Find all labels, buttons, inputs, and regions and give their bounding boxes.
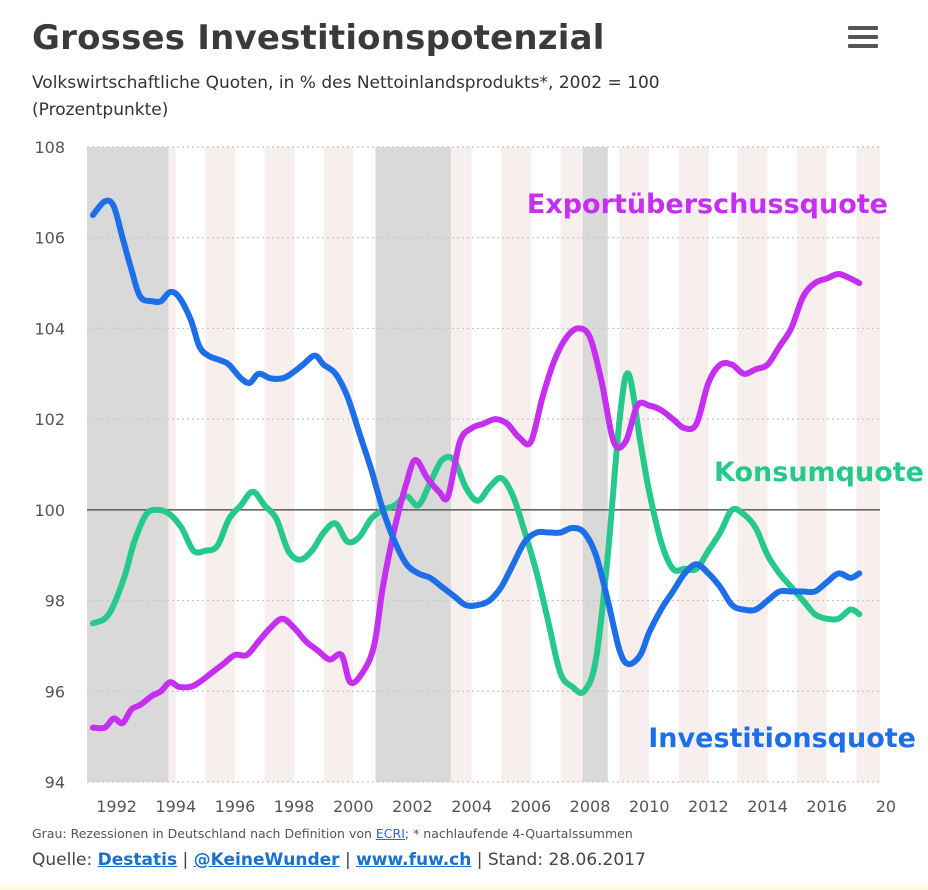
keinewunder-link[interactable]: @KeineWunder — [193, 850, 340, 870]
subtitle-line-2: (Prozentpunkte) — [32, 100, 169, 120]
y-tick-label: 104 — [34, 319, 65, 338]
series-line-konsumquote — [89, 370, 863, 696]
menu-bar — [848, 44, 878, 48]
series-lines — [89, 197, 863, 732]
x-tick-label: 1992 — [96, 797, 137, 816]
y-tick-label: 98 — [45, 592, 65, 611]
x-tick-label: 2006 — [510, 797, 551, 816]
stand-date: Stand: 28.06.2017 — [487, 850, 646, 870]
fuw-link[interactable]: www.fuw.ch — [356, 850, 472, 870]
x-tick-label: 1996 — [215, 797, 256, 816]
x-tick-label: 20 — [876, 797, 896, 816]
recession-band — [87, 147, 169, 782]
separator: | — [177, 850, 194, 870]
x-tick-label: 1998 — [274, 797, 315, 816]
x-tick-label: 2014 — [747, 797, 788, 816]
y-tick-label: 108 — [34, 138, 65, 157]
year-stripe — [797, 147, 827, 782]
x-tick-label: 2008 — [570, 797, 611, 816]
year-stripe — [205, 147, 235, 782]
footnote-prefix: Grau: Rezessionen in Deutschland nach De… — [32, 826, 376, 841]
annotation-konsumquote: Konsumquote — [714, 457, 924, 488]
x-tick-label: 2012 — [688, 797, 729, 816]
series-annotations: Exportüberschussquote Konsumquote Investit… — [527, 189, 924, 754]
year-stripe — [737, 147, 768, 782]
destatis-link[interactable]: Destatis — [97, 850, 178, 870]
source-label: Quelle: — [32, 850, 98, 870]
source-line: Quelle: Destatis | @KeineWunder | www.fu… — [32, 850, 646, 870]
y-tick-label: 96 — [45, 682, 65, 701]
y-tick-label: 102 — [34, 410, 65, 429]
y-tick-label: 100 — [34, 501, 65, 520]
year-stripe — [856, 147, 880, 782]
x-tick-label: 2000 — [333, 797, 374, 816]
x-tick-label: 2002 — [392, 797, 433, 816]
footnote: Grau: Rezessionen in Deutschland nach De… — [32, 826, 633, 841]
year-stripe — [678, 147, 709, 782]
chart-subtitle: Volkswirtschaftliche Quoten, in % des Ne… — [32, 70, 792, 124]
series-line-exportueberschussquote — [89, 271, 863, 732]
menu-bar — [848, 26, 878, 30]
y-tick-label: 106 — [34, 229, 65, 248]
year-stripe — [323, 147, 354, 782]
y-axis-ticks: 94 96 98 100 102 104 106 108 — [34, 138, 65, 792]
line-chart: 94 96 98 100 102 104 106 108 1992 1994 1996 1998 20… — [34, 138, 924, 816]
chart-title: Grosses Investitionspotenzial — [32, 18, 605, 58]
separator: | — [471, 850, 488, 870]
x-tick-label: 2010 — [629, 797, 670, 816]
x-axis-ticks: 1992 1994 1996 1998 2000 2002 2004 2006 2008 2010… — [96, 797, 896, 816]
x-tick-label: 1994 — [155, 797, 196, 816]
separator: | — [339, 850, 357, 870]
y-tick-label: 94 — [45, 773, 65, 792]
subtitle-line-1: Volkswirtschaftliche Quoten, in % des Ne… — [32, 73, 660, 93]
ecri-link[interactable]: ECRI — [375, 826, 405, 841]
series-line-investitionsquote — [89, 197, 863, 668]
footnote-suffix: ; * nachlaufende 4-Quartalssummen — [404, 826, 633, 841]
background-stripes — [87, 147, 880, 782]
annotation-investitionsquote: Investitionsquote — [648, 723, 916, 754]
menu-bar — [848, 35, 878, 39]
year-stripe — [501, 147, 531, 782]
x-tick-label: 2016 — [806, 797, 847, 816]
hamburger-menu-icon[interactable] — [848, 26, 878, 50]
bottom-strip — [0, 884, 928, 890]
x-tick-label: 2004 — [451, 797, 492, 816]
annotation-exportueberschussquote: Exportüberschussquote — [527, 189, 888, 220]
year-stripe — [264, 147, 295, 782]
